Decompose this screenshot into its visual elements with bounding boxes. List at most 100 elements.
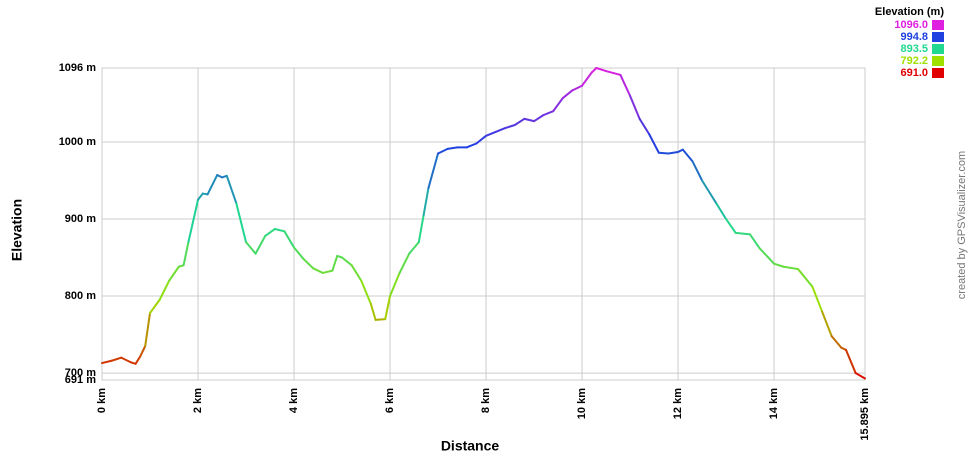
elevation-segment — [235, 202, 248, 244]
elevation-segment — [225, 174, 238, 205]
elevation-segment — [513, 117, 526, 127]
x-tick-label: 12 km — [672, 388, 684, 419]
elevation-segment — [854, 372, 866, 380]
elevation-segment — [182, 241, 190, 267]
x-tick-label: 2 km — [192, 388, 204, 413]
elevation-segment — [389, 271, 401, 298]
elevation-segment — [341, 256, 353, 267]
y-tick-label: 691 m — [65, 374, 96, 386]
elevation-segment — [475, 134, 488, 145]
elevation-segment — [350, 264, 363, 282]
elevation-segment — [110, 356, 123, 362]
elevation-segment — [715, 202, 728, 220]
elevation-segment — [187, 198, 200, 244]
elevation-segment — [422, 187, 430, 217]
elevation-segment — [758, 247, 776, 265]
elevation-segment — [254, 234, 267, 255]
elevation-segment — [283, 230, 296, 249]
legend-swatch — [932, 32, 944, 42]
elevation-segment — [437, 147, 449, 155]
elevation-segment — [245, 241, 257, 255]
legend-label: 792.2 — [900, 55, 928, 67]
plot-frame — [101, 67, 866, 381]
elevation-segment — [561, 89, 574, 100]
elevation-segment — [264, 228, 276, 237]
elevation-segment — [312, 267, 324, 274]
elevation-segment — [360, 279, 372, 305]
elevation-segment — [845, 348, 857, 375]
elevation-segment — [134, 355, 142, 365]
elevation-segment — [595, 67, 608, 73]
elevation-segment — [657, 151, 670, 155]
elevation-segment — [542, 110, 555, 116]
y-tick-label: 800 m — [65, 290, 96, 302]
x-tick-label: 0 km — [96, 388, 108, 413]
elevation-segment — [398, 252, 411, 274]
legend-title: Elevation (m) — [875, 6, 944, 18]
elevation-segment — [571, 84, 584, 92]
elevation-segment — [158, 279, 171, 301]
elevation-segment — [605, 70, 622, 76]
elevation-segment — [408, 241, 420, 255]
elevation-segment — [120, 356, 132, 364]
x-tick-label: 10 km — [576, 388, 588, 419]
x-tick-label: 15.895 km — [859, 388, 871, 441]
elevation-segment — [427, 152, 440, 190]
elevation-segment — [691, 160, 704, 182]
elevation-segment — [465, 142, 478, 149]
elevation-segment — [734, 231, 752, 236]
elevation-segment — [830, 335, 843, 349]
legend-swatch — [932, 68, 944, 78]
y-tick-label: 1096 m — [59, 62, 97, 74]
elevation-segment — [417, 214, 425, 244]
elevation-segment — [149, 298, 161, 314]
y-tick-label: 700 m — [65, 367, 96, 379]
legend-swatch — [932, 44, 944, 54]
elevation-segment — [681, 148, 694, 163]
elevation-segment — [374, 318, 387, 321]
elevation-segment — [648, 133, 660, 154]
elevation-segment — [206, 174, 219, 196]
elevation-segment — [273, 228, 286, 233]
elevation-segment — [446, 146, 459, 150]
elevation-segment — [321, 269, 334, 274]
elevation-segment — [293, 246, 305, 261]
elevation-segment — [821, 310, 833, 338]
y-tick-label: 1000 m — [59, 136, 97, 148]
elevation-segment — [485, 130, 497, 137]
elevation-segment — [725, 217, 737, 234]
x-tick-label: 6 km — [384, 388, 396, 413]
legend-label: 1096.0 — [894, 19, 928, 31]
elevation-segment — [619, 73, 632, 97]
x-axis-label: Distance — [441, 438, 500, 454]
elevation-segment — [494, 127, 507, 133]
elevation-segment — [533, 113, 545, 123]
elevation-segment — [638, 117, 651, 136]
elevation-segment — [369, 302, 377, 321]
elevation-segment — [581, 71, 593, 87]
elevation-segment — [101, 359, 113, 365]
elevation-segment — [197, 192, 204, 201]
watermark: created by GPSVisualizer.com — [956, 151, 968, 299]
legend-label: 994.8 — [900, 31, 928, 43]
elevation-segment — [384, 295, 392, 321]
x-tick-label: 14 km — [768, 388, 780, 419]
x-tick-label: 8 km — [480, 388, 492, 413]
elevation-segment — [667, 150, 680, 155]
y-tick-label: 900 m — [65, 213, 96, 225]
elevation-segment — [701, 179, 718, 205]
elevation-segment — [552, 97, 564, 113]
elevation-segment — [144, 311, 152, 348]
elevation-segment — [523, 117, 536, 123]
elevation-segment — [302, 258, 315, 270]
elevation-segment — [168, 265, 180, 282]
elevation-segment — [629, 94, 641, 120]
y-axis-label: Elevation — [9, 199, 25, 261]
elevation-segment — [590, 67, 598, 74]
elevation-segment — [773, 262, 785, 268]
elevation-segment — [811, 285, 824, 313]
elevation-segment — [749, 233, 761, 250]
legend-label: 893.5 — [900, 43, 928, 55]
elevation-segment — [331, 254, 339, 272]
